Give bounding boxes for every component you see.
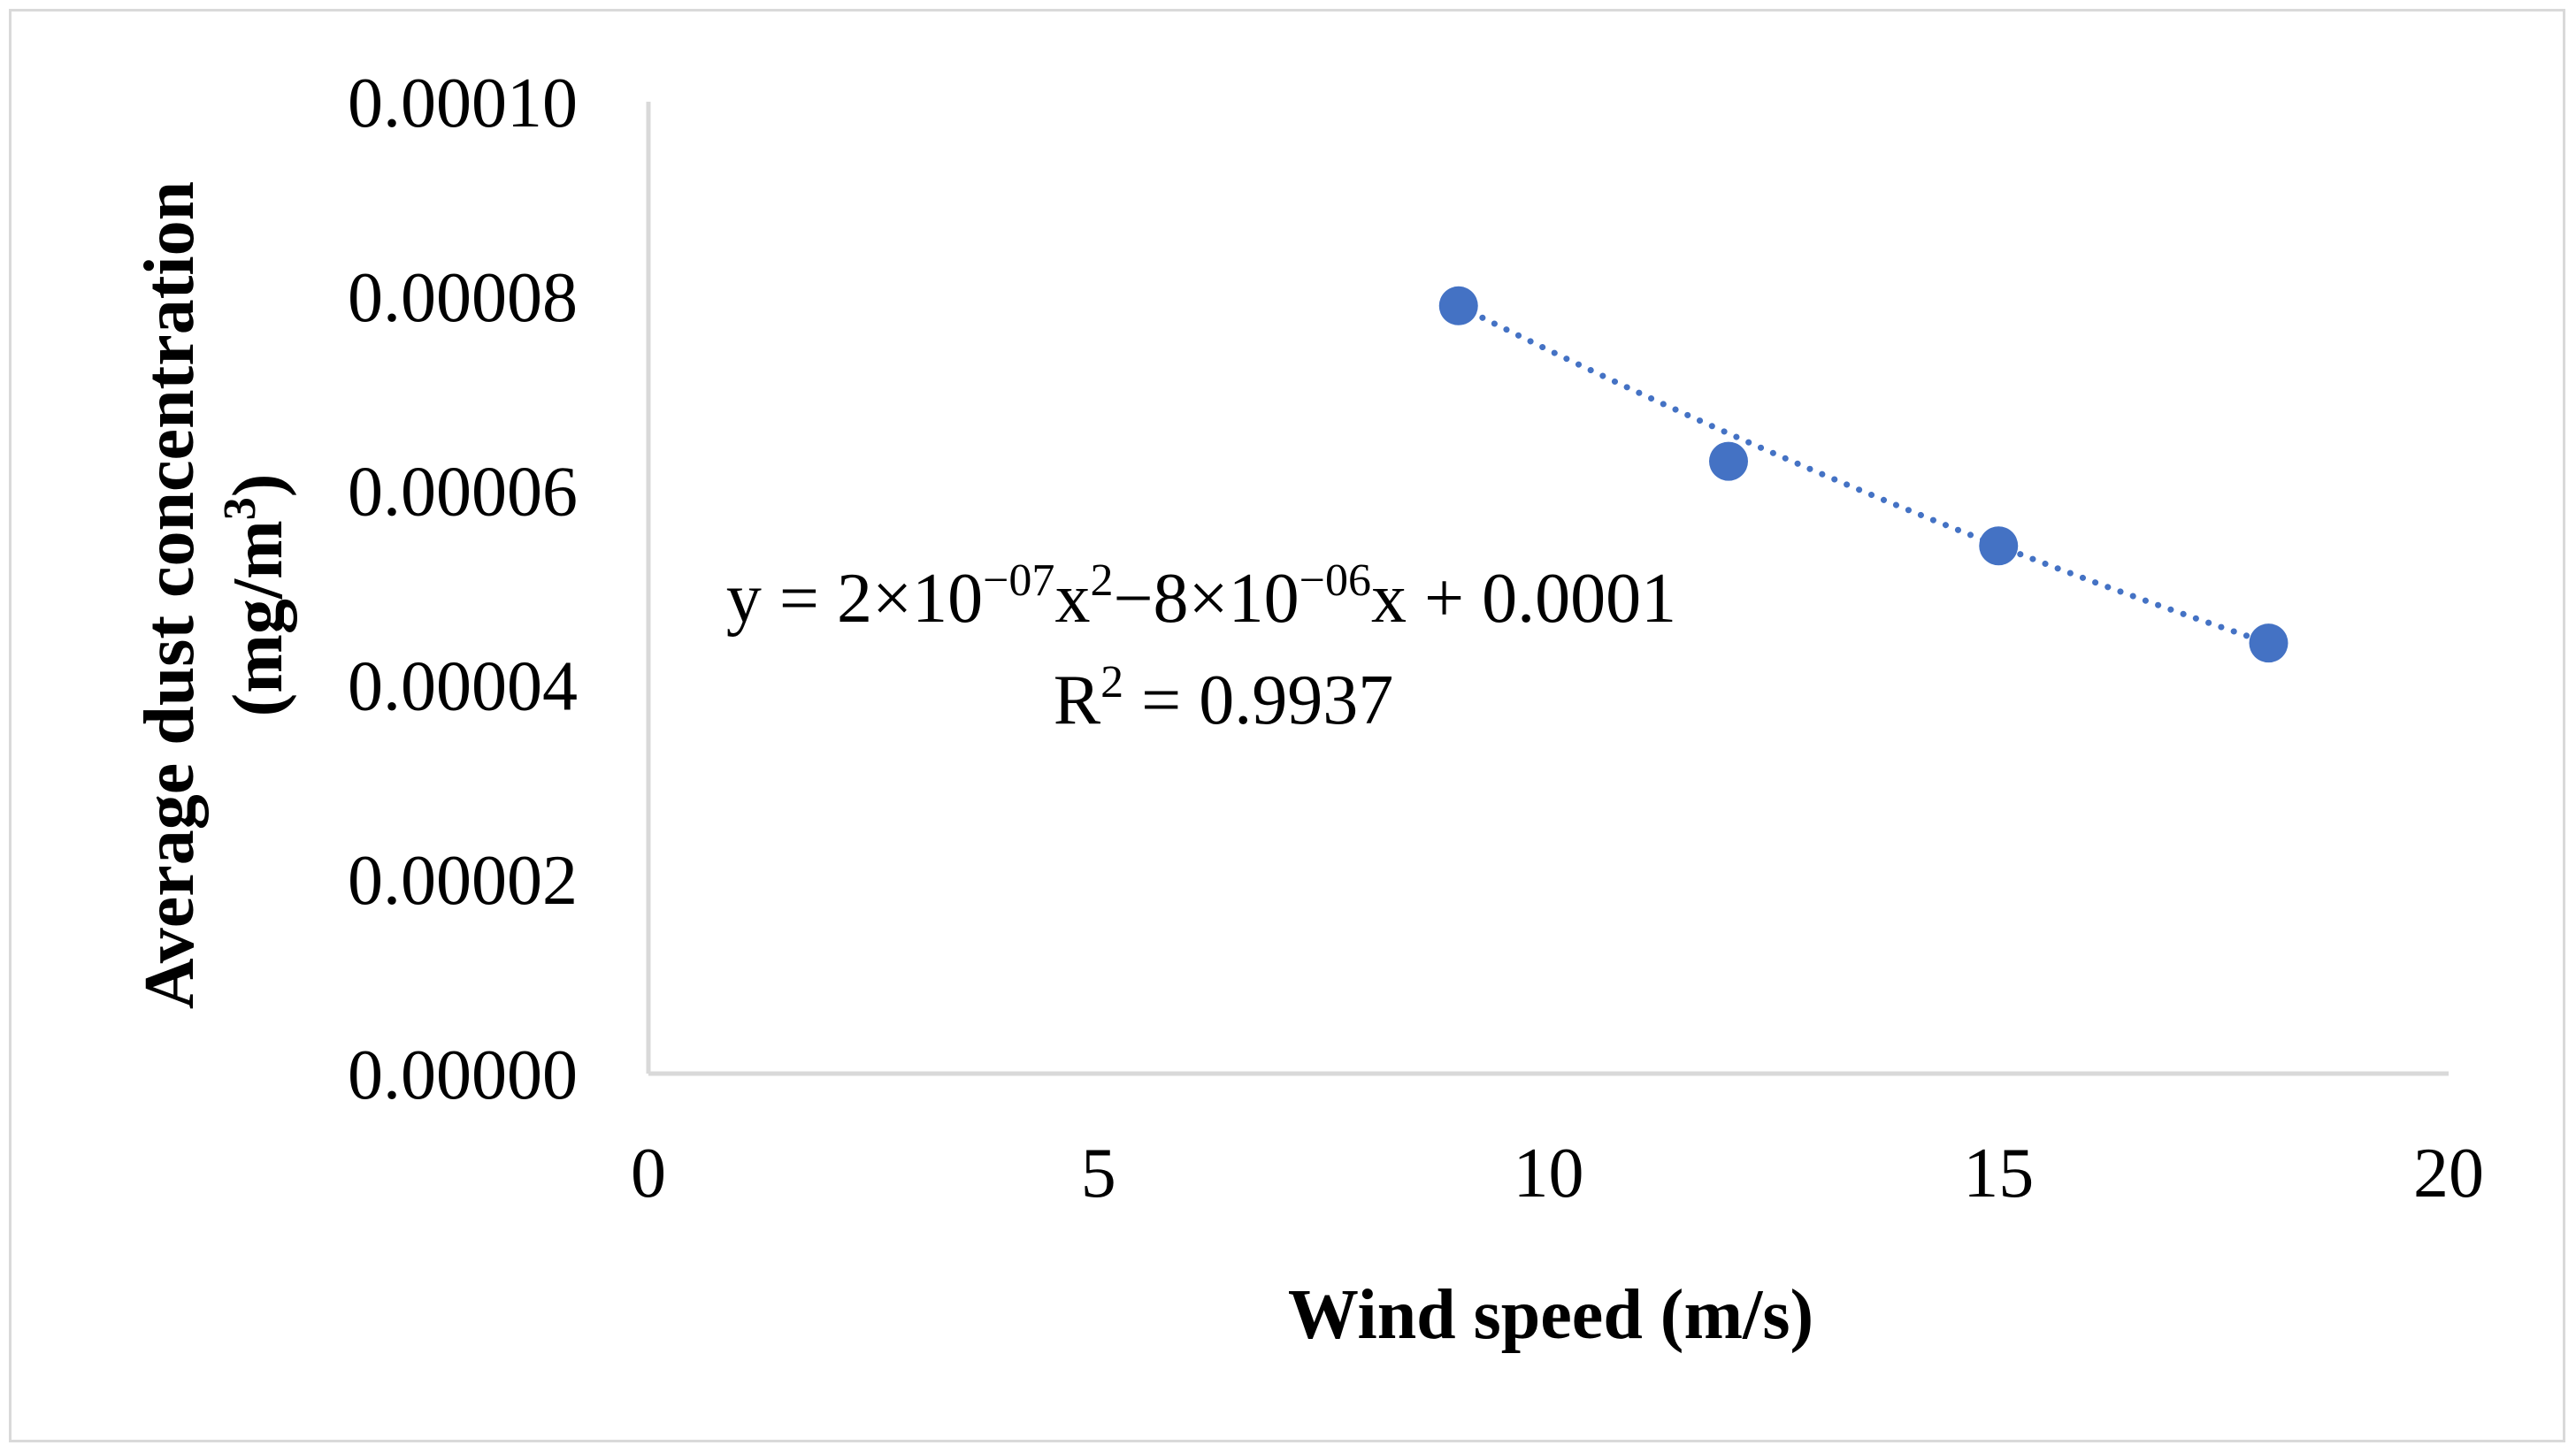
y-tick-label: 0.00006 bbox=[348, 454, 578, 531]
x-tick-labels: 0 5 10 15 20 bbox=[631, 1135, 2484, 1212]
y-tick-label: 0.00000 bbox=[348, 1036, 578, 1114]
x-tick-label: 0 bbox=[631, 1135, 666, 1212]
data-point bbox=[1709, 441, 1748, 481]
chart-frame: 0.00000 0.00002 0.00004 0.00006 0.00008 0.000… bbox=[9, 9, 2565, 1442]
data-point bbox=[1438, 286, 1478, 325]
y-axis-title-line2: (mg/m3) bbox=[215, 474, 297, 717]
y-tick-labels: 0.00000 0.00002 0.00004 0.00006 0.00008 0.000… bbox=[348, 65, 578, 1114]
data-point bbox=[2249, 623, 2288, 663]
y-axis-title-line1: Average dust concentration bbox=[131, 181, 209, 1009]
trendline-equation: y = 2×10−07x2−8×10−06x + 0.0001 bbox=[726, 555, 1676, 638]
x-tick-label: 15 bbox=[1963, 1135, 2034, 1212]
data-point bbox=[1979, 526, 2019, 566]
x-axis-title: Wind speed (m/s) bbox=[1288, 1276, 1813, 1354]
y-axis-title: Average dust concentration (mg/m3) bbox=[131, 181, 297, 1009]
y-tick-label: 0.00008 bbox=[348, 259, 578, 337]
y-tick-label: 0.00004 bbox=[348, 647, 578, 725]
y-tick-label: 0.00010 bbox=[348, 65, 578, 142]
r-squared-label: R2 = 0.9937 bbox=[1054, 657, 1393, 739]
x-tick-label: 20 bbox=[2413, 1135, 2484, 1212]
x-tick-label: 10 bbox=[1514, 1135, 1584, 1212]
data-points bbox=[1438, 286, 2288, 663]
trendline bbox=[1455, 302, 2272, 646]
y-tick-label: 0.00002 bbox=[348, 842, 578, 920]
chart-svg: 0.00000 0.00002 0.00004 0.00006 0.00008 0.000… bbox=[131, 65, 2484, 1354]
x-tick-label: 5 bbox=[1081, 1135, 1116, 1212]
